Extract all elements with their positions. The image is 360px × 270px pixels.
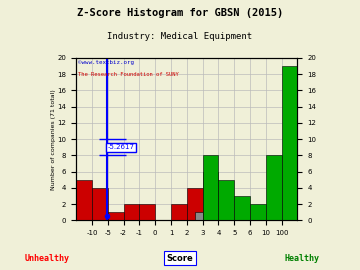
Bar [282,66,297,220]
Bar [171,204,187,220]
Bar [234,196,250,220]
Bar [250,204,266,220]
Text: Industry: Medical Equipment: Industry: Medical Equipment [107,32,253,41]
Text: ©www.textbiz.org: ©www.textbiz.org [78,60,134,65]
Text: Score: Score [167,254,193,262]
Bar [219,180,234,220]
Bar [266,156,282,220]
Bar [203,172,219,220]
Bar [139,204,155,220]
Bar [187,188,203,220]
Bar [123,204,139,220]
Text: Healthy: Healthy [285,254,320,262]
Bar [195,212,203,220]
Bar [92,188,108,220]
Bar [108,212,123,220]
Text: Z-Score Histogram for GBSN (2015): Z-Score Histogram for GBSN (2015) [77,8,283,18]
Y-axis label: Number of companies (71 total): Number of companies (71 total) [51,89,56,190]
Text: The Research Foundation of SUNY: The Research Foundation of SUNY [78,72,179,77]
Bar [76,180,92,220]
Bar [203,156,219,220]
Text: Unhealthy: Unhealthy [24,254,69,262]
Text: -5.2617: -5.2617 [108,144,135,150]
